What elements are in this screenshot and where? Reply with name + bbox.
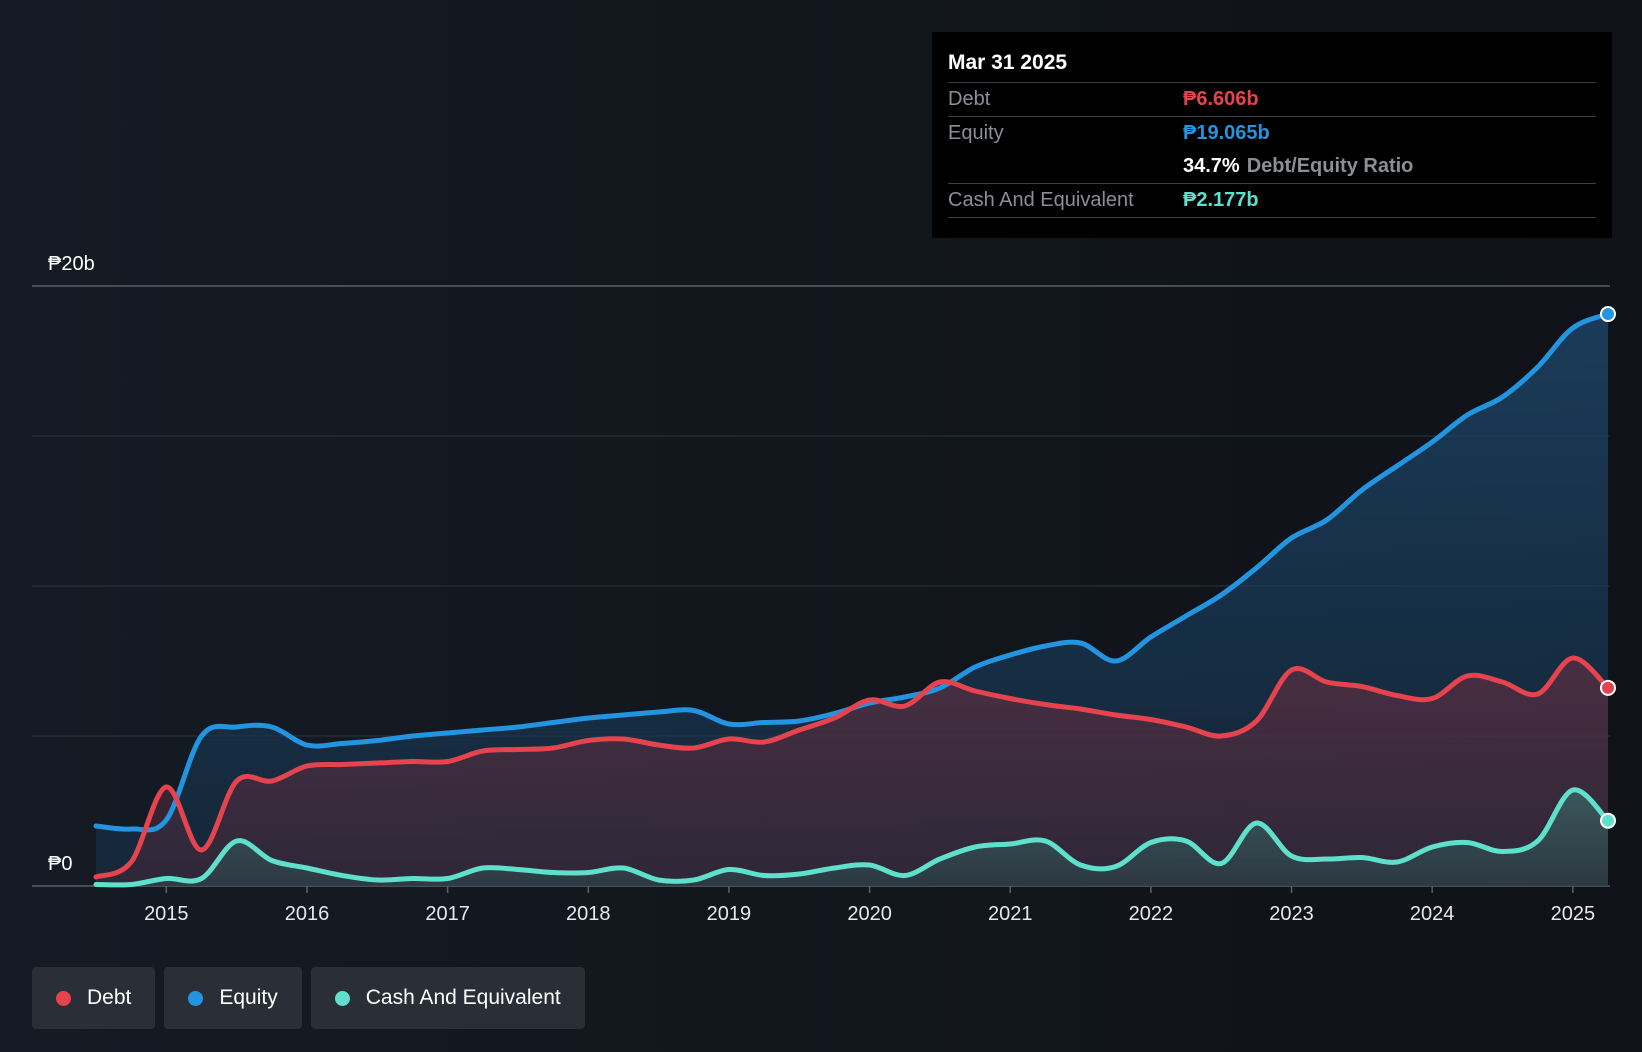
tooltip-ratio-row: 34.7% Debt/Equity Ratio (948, 150, 1596, 184)
debt-end-marker[interactable] (1600, 679, 1616, 696)
legend-item-equity[interactable]: Equity (164, 967, 302, 1029)
tooltip-debt-value: ₱6.606b (1183, 88, 1259, 110)
tooltip-debt-row: Debt ₱6.606b (948, 83, 1596, 117)
legend-dot-cash-icon (334, 990, 350, 1006)
series-areas (96, 314, 1608, 886)
tooltip-ratio-label: Debt/Equity Ratio (1246, 155, 1414, 177)
legend-label-equity: Equity (219, 986, 278, 1009)
x-tick-label: 2017 (425, 903, 470, 925)
tooltip-cash-value: ₱2.177b (1183, 189, 1259, 211)
debt-area (96, 657, 1608, 886)
x-tick-label: 2016 (285, 903, 330, 925)
x-tick-label: 2021 (988, 903, 1033, 925)
x-tick-label: 2018 (566, 903, 611, 925)
x-tick-label: 2015 (144, 903, 189, 925)
x-tick-label: 2022 (1129, 903, 1174, 925)
tooltip-date: Mar 31 2025 (948, 44, 1596, 83)
cash-line (93, 787, 1611, 888)
x-axis-ticks: 2015 2016 2017 2018 2019 2020 2021 2022 2023 2024… (144, 886, 1595, 925)
tooltip-cash-label: Cash And Equivalent (948, 189, 1134, 211)
tooltip-equity-row: Equity ₱19.065b (948, 117, 1596, 150)
legend: Debt Equity Cash And Equivalent (32, 967, 585, 1029)
series-lines (93, 311, 1611, 888)
cash-area (96, 789, 1608, 886)
tooltip-cash-row: Cash And Equivalent ₱2.177b (948, 184, 1596, 218)
x-tick-label: 2023 (1269, 903, 1314, 925)
x-tick-label: 2025 (1551, 903, 1596, 925)
debt-line (93, 655, 1611, 880)
tooltip-ratio-value: 34.7% (1183, 155, 1240, 177)
end-markers (1600, 306, 1616, 829)
y-tick-label-top: ₱20b (48, 253, 95, 275)
legend-item-debt[interactable]: Debt (32, 967, 156, 1029)
legend-dot-equity-icon (188, 990, 204, 1006)
x-tick-label: 2019 (707, 903, 752, 925)
legend-label-debt: Debt (87, 986, 132, 1009)
x-tick-label: 2020 (847, 903, 892, 925)
y-tick-label-bottom: ₱0 (48, 853, 72, 875)
tooltip-panel: Mar 31 2025 Debt ₱6.606b Equity ₱19.065b… (932, 32, 1612, 238)
cash-end-marker[interactable] (1600, 812, 1616, 829)
tooltip-equity-value: ₱19.065b (1183, 122, 1270, 144)
tooltip-debt-label: Debt (948, 88, 991, 110)
legend-item-cash[interactable]: Cash And Equivalent (310, 967, 585, 1029)
legend-label-cash: Cash And Equivalent (365, 986, 561, 1009)
x-tick-label: 2024 (1410, 903, 1455, 925)
legend-dot-debt-icon (56, 990, 71, 1006)
equity-end-marker[interactable] (1600, 306, 1616, 323)
tooltip-equity-label: Equity (948, 122, 1004, 144)
